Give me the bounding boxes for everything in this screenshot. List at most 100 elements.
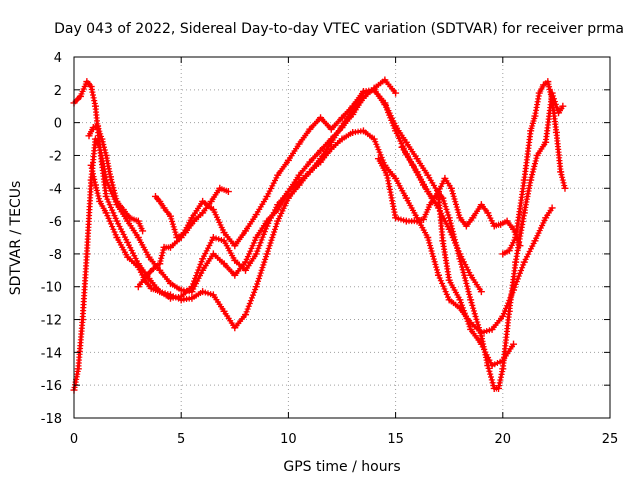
data-point <box>445 296 453 304</box>
data-point <box>83 250 91 258</box>
data-point <box>306 125 314 133</box>
data-point <box>317 147 325 155</box>
data-point <box>124 253 132 261</box>
data-point <box>370 86 378 94</box>
data-point <box>505 307 513 315</box>
data-point <box>263 250 271 258</box>
data-point <box>231 242 239 250</box>
data-point <box>327 145 335 153</box>
data-point <box>467 296 475 304</box>
data-point <box>490 222 498 230</box>
data-point <box>156 260 164 268</box>
data-point <box>426 201 434 209</box>
data-point <box>284 194 292 202</box>
data-point <box>447 184 455 192</box>
series-track-i <box>499 78 569 258</box>
x-tick-label: 10 <box>280 432 297 447</box>
data-point <box>467 271 475 279</box>
data-point <box>419 181 427 189</box>
data-point <box>156 197 164 205</box>
data-point <box>462 222 470 230</box>
data-point <box>231 324 239 332</box>
data-point <box>224 188 232 196</box>
data-point <box>499 357 507 365</box>
data-point <box>548 96 556 104</box>
data-point <box>216 184 224 192</box>
data-point <box>295 171 303 179</box>
data-point <box>106 173 114 181</box>
data-point <box>220 260 228 268</box>
data-point <box>306 158 314 166</box>
data-point <box>79 316 87 324</box>
data-point <box>520 258 528 266</box>
data-point <box>274 201 282 209</box>
y-tick-label: 2 <box>54 84 62 99</box>
data-point <box>156 266 164 274</box>
data-point <box>252 250 260 258</box>
data-point <box>295 181 303 189</box>
data-point <box>149 265 157 273</box>
x-tick-label: 15 <box>387 432 404 447</box>
data-point <box>220 229 228 237</box>
x-tick-label: 25 <box>602 432 619 447</box>
data-point <box>467 325 475 333</box>
data-point <box>134 283 142 291</box>
data-point <box>510 340 518 348</box>
data-point <box>242 266 250 274</box>
data-point <box>209 234 217 241</box>
data-point <box>199 255 207 263</box>
data-point <box>231 271 239 279</box>
y-tick-label: -16 <box>41 379 62 394</box>
y-tick-label: -12 <box>41 314 62 329</box>
data-point <box>119 206 127 214</box>
series-track-e <box>85 122 147 235</box>
data-point <box>338 114 346 122</box>
data-point <box>83 78 91 86</box>
chart-title: Day 043 of 2022, Sidereal Day-to-day VTE… <box>54 21 624 37</box>
series-track-b <box>70 86 485 394</box>
data-point <box>441 174 449 182</box>
data-point <box>424 171 432 179</box>
data-point <box>207 197 215 205</box>
data-point <box>98 135 106 143</box>
data-point <box>520 176 528 184</box>
data-point <box>166 291 174 299</box>
data-point <box>124 238 132 246</box>
data-point <box>542 214 550 222</box>
data-point <box>516 242 524 250</box>
data-point <box>445 214 453 222</box>
data-point <box>143 271 151 279</box>
data-point <box>559 102 567 110</box>
y-tick-label: -8 <box>49 248 62 263</box>
data-point <box>469 214 477 222</box>
data-point <box>190 217 198 225</box>
data-point <box>242 258 250 266</box>
plot-frame <box>73 56 611 419</box>
data-point <box>126 214 134 222</box>
y-tick-label: 4 <box>54 51 62 66</box>
data-point <box>145 253 153 261</box>
data-point <box>381 76 389 84</box>
data-point <box>428 194 436 202</box>
data-point <box>398 143 406 151</box>
data-point <box>402 217 410 225</box>
data-point <box>456 296 464 304</box>
data-point <box>139 227 147 235</box>
data-point <box>252 211 260 219</box>
data-point <box>317 158 325 166</box>
data-point <box>220 237 228 245</box>
y-tick-label: -4 <box>49 182 62 197</box>
data-point <box>477 340 485 348</box>
data-point <box>527 176 535 184</box>
data-point <box>199 288 207 296</box>
data-point <box>434 271 442 279</box>
data-point <box>392 89 400 97</box>
data-marks <box>70 76 569 394</box>
data-point <box>419 215 427 223</box>
data-point <box>402 194 410 202</box>
data-point <box>231 256 239 264</box>
data-point <box>85 132 93 140</box>
data-point <box>552 128 560 136</box>
